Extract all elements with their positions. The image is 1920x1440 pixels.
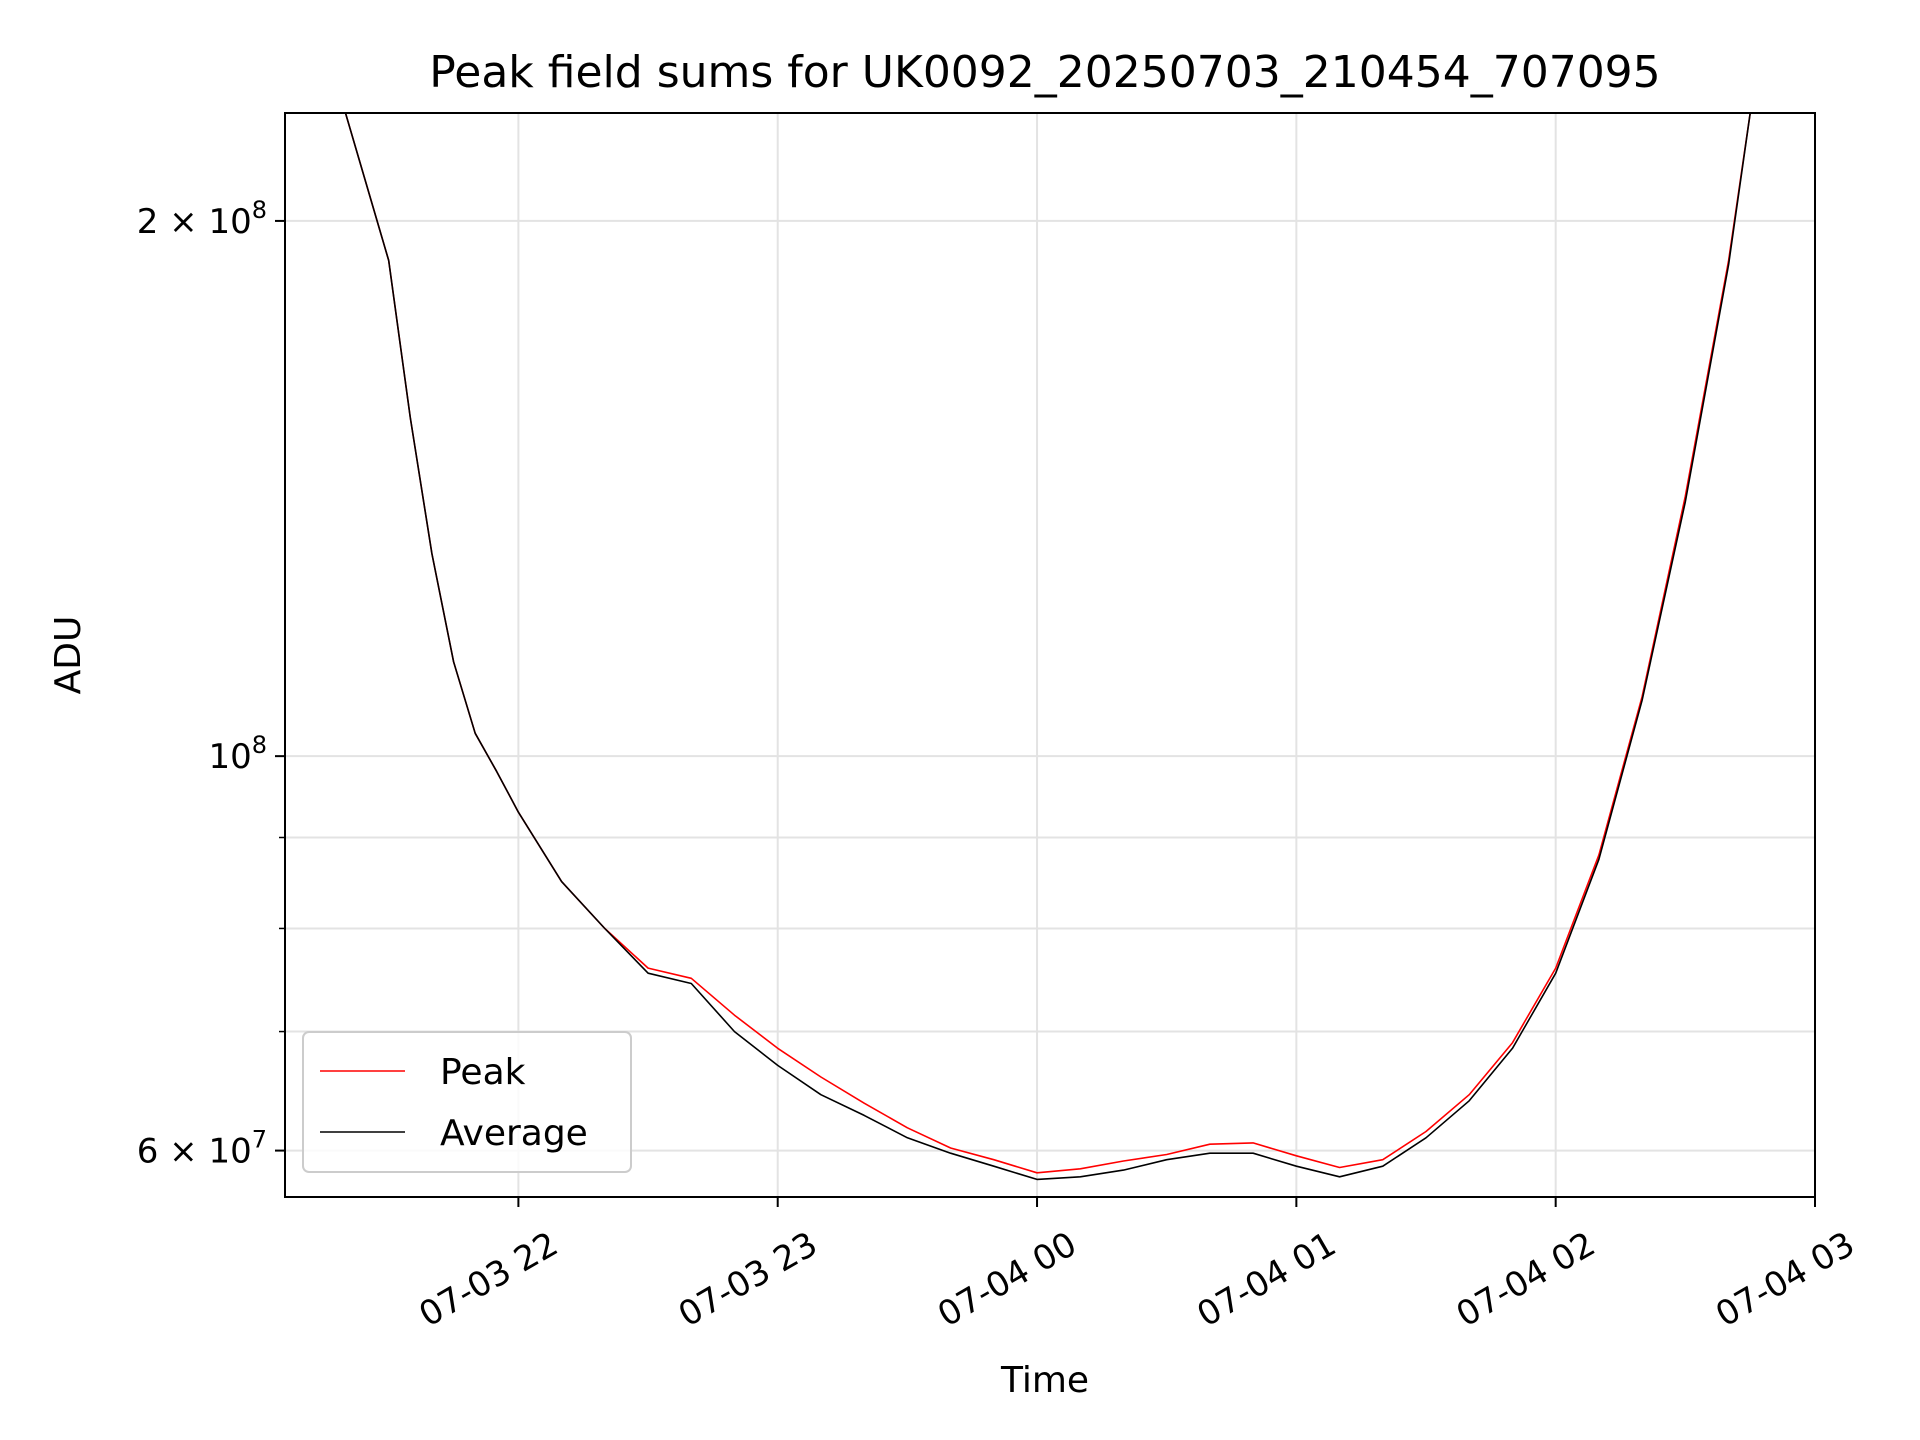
y-tick-base: 10	[208, 737, 251, 777]
legend-box	[302, 1031, 632, 1173]
y-tick-label: 2 × 108	[137, 196, 267, 242]
legend-label-average: Average	[440, 1113, 588, 1154]
x-axis-label: Time	[1000, 1360, 1089, 1401]
y-tick-exponent: 8	[252, 196, 267, 224]
plot-frame	[284, 112, 1816, 1198]
y-tick-base: 6 × 10	[137, 1132, 252, 1172]
series-line-average	[344, 112, 1751, 1181]
chart-title: Peak field sums for UK0092_20250703_2104…	[429, 47, 1660, 98]
y-tick-exponent: 7	[252, 1126, 267, 1154]
plot-series	[344, 112, 1751, 1181]
y-tick-label: 6 × 107	[137, 1126, 267, 1172]
y-tick-base: 2 × 10	[137, 202, 252, 242]
legend-label-peak: Peak	[440, 1052, 526, 1093]
y-tick-exponent: 8	[252, 731, 267, 759]
y-tick-label: 108	[208, 731, 267, 777]
y-axis-label: ADU	[48, 616, 89, 695]
legend: Peak Average	[302, 1031, 632, 1173]
